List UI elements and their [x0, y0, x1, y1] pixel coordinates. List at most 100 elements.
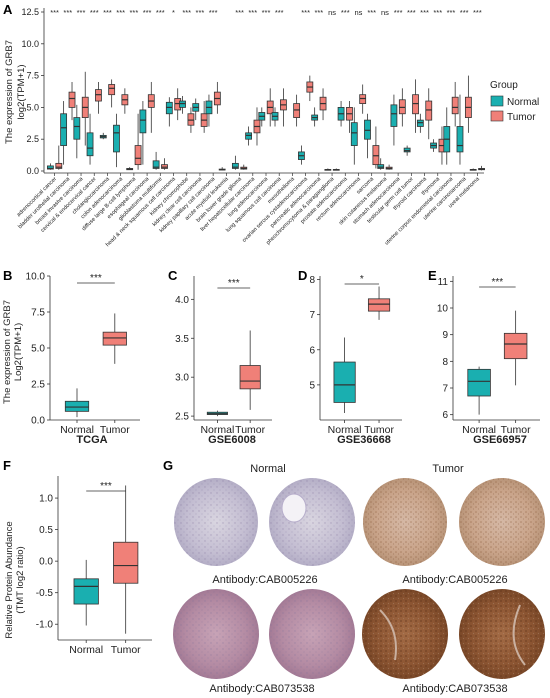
- panel-a-box-normal: [469, 168, 477, 171]
- xtick-label: Tumor: [100, 424, 130, 436]
- panel-a-box-normal: [86, 113, 94, 165]
- panel-a-box-tumor: [359, 84, 367, 114]
- panel-f: Relative Protein Abundance (TMT log2 rat…: [4, 476, 152, 656]
- panel-a-box-tumor: [451, 81, 459, 127]
- panel-a-significance-label: ***: [262, 8, 271, 17]
- panel-a-cancer-label: bladder urothelial carcinoma: [17, 176, 72, 231]
- panel-e-title: GSE66957: [473, 434, 527, 446]
- box-normal: [73, 559, 99, 626]
- panel-a-significance-label: ***: [407, 8, 416, 17]
- ytick-label: 11: [438, 277, 449, 288]
- panel-f-ylabel-1: Relative Protein Abundance: [4, 521, 15, 638]
- panel-label-g: G: [163, 458, 173, 473]
- box-tumor: [367, 286, 391, 320]
- panel-a-box-normal: [165, 97, 173, 127]
- panel-b-title: TCGA: [76, 434, 107, 446]
- ytick-label: 1.0: [39, 494, 53, 505]
- panel-a-box-tumor: [200, 101, 208, 133]
- panel-a-significance-label: ***: [129, 8, 138, 17]
- panel-a-box-normal: [205, 94, 213, 127]
- ytick-label: 8: [442, 357, 448, 368]
- xtick-label: Tumor: [364, 424, 394, 436]
- panel-a-ytick-label: 12.5: [21, 7, 39, 17]
- panel-a-box-normal: [443, 107, 451, 165]
- panel-a-significance-label: ***: [314, 8, 323, 17]
- panel-a-box-tumor: [213, 81, 221, 114]
- xtick-label: Tumor: [235, 424, 265, 436]
- panel-a-box-normal: [377, 158, 385, 170]
- panel-g-tumor-header: Tumor: [432, 463, 464, 475]
- panel-label-f: F: [3, 458, 11, 473]
- ytick-label: 7: [442, 384, 448, 395]
- panel-a-boxplot: The expression of GRB7 log2(TPM+1) 0.0 2.…: [4, 7, 539, 248]
- panel-a-box-tumor: [121, 88, 129, 114]
- panel-a-significance-label: ***: [460, 8, 469, 17]
- ytick-label: -1.0: [36, 620, 54, 631]
- panel-a-box-tumor: [147, 81, 155, 133]
- panel-a-significance-label: ***: [341, 8, 350, 17]
- panel-a-box-tumor: [398, 88, 406, 127]
- significance-label: ***: [492, 277, 504, 288]
- ihc-tumor-cab005226: [363, 478, 545, 566]
- panel-a-significance-label: ***: [143, 8, 152, 17]
- panel-a-box-normal: [47, 163, 54, 170]
- xtick-label: Normal: [328, 424, 362, 436]
- panel-a-box-normal: [416, 113, 424, 133]
- panel-e: 6 7 8 9 10 11 Normal Tumor *** GSE66957: [437, 276, 540, 446]
- ihc-normal-cab073538: [173, 589, 355, 679]
- panel-a-box-tumor: [266, 88, 274, 127]
- panel-a-significance-label: ns: [328, 8, 336, 17]
- box-normal: [206, 410, 228, 417]
- panel-a-box-tumor: [240, 164, 248, 170]
- panel-a-box-tumor: [319, 88, 327, 121]
- panel-a-significance-label: ***: [116, 8, 125, 17]
- panel-a-ytick-label: 7.5: [26, 71, 39, 81]
- panel-a-box-normal: [390, 94, 398, 146]
- panel-a-ytick-label: 0.0: [26, 166, 39, 176]
- panel-a-significance-label: ***: [182, 8, 191, 17]
- panel-a-box-normal: [311, 107, 319, 127]
- panel-a-box-tumor: [385, 164, 393, 170]
- panel-a-box-tumor: [95, 81, 102, 114]
- panel-a-ytick-label: 5.0: [26, 102, 39, 112]
- panel-a-box-normal: [324, 168, 332, 171]
- panel-a-significance-label: ***: [420, 8, 429, 17]
- ytick-label: 0.0: [31, 416, 45, 427]
- panel-a-box-normal: [179, 95, 186, 114]
- panel-a-significance-label: ***: [209, 8, 218, 17]
- ytick-label: 10: [437, 304, 449, 315]
- legend-normal-label: Normal: [507, 97, 539, 108]
- panel-a-box-tumor: [464, 75, 472, 133]
- significance-label: ***: [228, 278, 240, 289]
- xtick-label: Normal: [69, 644, 103, 656]
- panel-a-box-normal: [430, 139, 437, 152]
- panel-a-box-normal: [60, 101, 68, 165]
- panel-a-box-tumor: [372, 126, 380, 169]
- legend-normal-swatch: [490, 95, 504, 107]
- panel-a-significance-label: ***: [394, 8, 403, 17]
- panel-c: 2.5 3.0 3.5 4.0 Normal Tumor *** GSE6008: [175, 276, 272, 446]
- antibody-label-3: Antibody:CAB073538: [209, 683, 314, 695]
- panel-label-e: E: [428, 268, 437, 283]
- panel-a-box-tumor: [425, 88, 433, 140]
- panel-c-title: GSE6008: [208, 434, 256, 446]
- panel-a-box-tumor: [253, 107, 261, 146]
- panel-a-ytick-label: 10.0: [21, 39, 39, 49]
- significance-label: *: [360, 274, 364, 285]
- panel-a-box-tumor: [412, 79, 419, 133]
- panel-a-significance-label: ***: [103, 8, 112, 17]
- ihc-tumor-cab073538: [362, 589, 545, 679]
- panel-b: The expression of GRB7 Log2(TPM+1) 0.0 2.…: [2, 272, 140, 446]
- panel-a-box-normal: [337, 101, 345, 127]
- panel-a-significance-label: ***: [63, 8, 72, 17]
- ytick-label: 6: [309, 345, 315, 356]
- xtick-label: Tumor: [501, 424, 531, 436]
- ytick-label: -0.5: [36, 588, 54, 599]
- panel-a-significance-label: ***: [235, 8, 244, 17]
- panel-a-box-normal: [456, 94, 464, 165]
- panel-label-a: A: [3, 2, 13, 17]
- panel-a-box-normal: [152, 151, 160, 170]
- panel-a-box-normal: [192, 98, 200, 121]
- box-normal: [333, 337, 356, 413]
- panel-a-box-normal: [218, 167, 226, 171]
